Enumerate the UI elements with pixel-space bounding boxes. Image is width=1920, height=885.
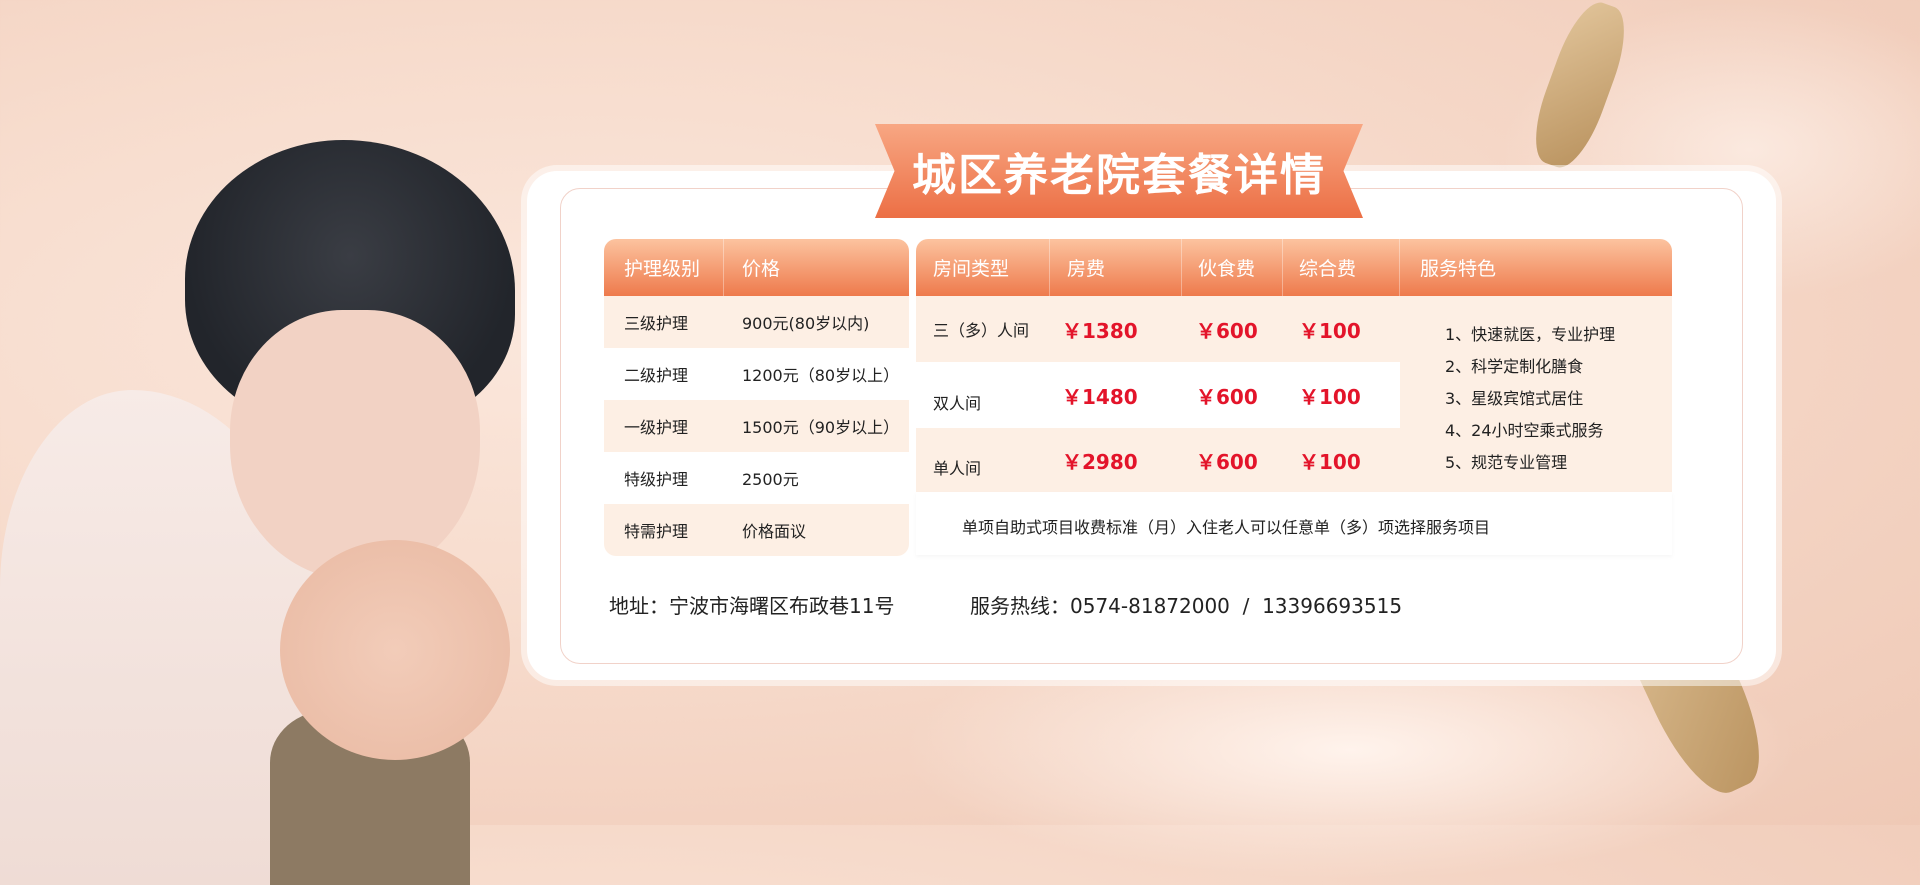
care-level: 二级护理 [624,366,689,385]
header-care-level: 护理级别 [604,239,724,296]
feature-item: 2、科学定制化膳食 [1445,357,1584,376]
care-level-table: 护理级别 价格 三级护理 900元(80岁以内) 二级护理 1200元（80岁以上） 一… [604,239,909,556]
care-price: 1200元（80岁以上） [742,366,900,385]
general-fee: ￥100 [1299,318,1361,343]
header-room-type: 房间类型 [916,239,1050,296]
care-price: 1500元（90岁以上） [742,418,900,437]
room-row: 单人间 ￥2980 ￥600 ￥100 [916,428,1400,492]
meal-fee: ￥600 [1196,318,1258,343]
header-meal-fee: 伙食费 [1182,239,1283,296]
room-table: 房间类型 房费 伙食费 综合费 服务特色 三（多）人间 ￥1380 ￥600 ￥… [916,239,1672,492]
care-level: 特需护理 [624,522,689,541]
room-type: 双人间 [933,394,982,413]
page-title: 城区养老院套餐详情 [912,150,1326,201]
header-room-fee: 房费 [1050,239,1182,296]
feature-item: 5、规范专业管理 [1445,453,1568,472]
feature-item: 4、24小时空乘式服务 [1445,421,1604,440]
service-features: 1、快速就医，专业护理 2、科学定制化膳食 3、星级宾馆式居住 4、24小时空乘… [1400,296,1672,492]
header-features: 服务特色 [1420,258,1497,280]
header-price: 价格 [742,258,781,280]
general-fee: ￥100 [1299,449,1361,474]
room-fee: ￥2980 [1062,449,1138,474]
meal-fee: ￥600 [1196,384,1258,409]
general-fee: ￥100 [1299,384,1361,409]
care-row: 二级护理 1200元（80岁以上） [604,348,909,400]
address: 地址：宁波市海曙区布政巷11号 [609,594,895,618]
care-level: 特级护理 [624,470,689,489]
header-general-fee: 综合费 [1283,239,1400,296]
feature-item: 1、快速就医，专业护理 [1445,325,1616,344]
room-fee: ￥1480 [1062,384,1138,409]
feature-item: 3、星级宾馆式居住 [1445,389,1584,408]
room-row: 双人间 ￥1480 ￥600 ￥100 [916,362,1400,428]
service-note: 单项自助式项目收费标准（月）入住老人可以任意单（多）项选择服务项目 [916,492,1672,555]
care-level: 三级护理 [624,314,689,333]
title-banner: 城区养老院套餐详情 [875,124,1363,218]
care-price: 900元(80岁以内) [742,314,870,333]
hotline: 服务热线：0574-81872000 / 13396693515 [970,594,1403,618]
care-row: 特需护理 价格面议 [604,504,909,556]
meal-fee: ￥600 [1196,449,1258,474]
room-type: 单人间 [933,459,982,478]
care-level: 一级护理 [624,418,689,437]
care-price: 价格面议 [742,522,807,541]
room-type: 三（多）人间 [933,321,1030,340]
hero-photo-grandmother-baby [0,60,600,885]
care-row: 一级护理 1500元（90岁以上） [604,400,909,452]
room-row: 三（多）人间 ￥1380 ￥600 ￥100 [916,296,1400,362]
room-fee: ￥1380 [1062,318,1138,343]
care-price: 2500元 [742,470,799,489]
care-row: 特级护理 2500元 [604,452,909,504]
care-row: 三级护理 900元(80岁以内) [604,296,909,348]
